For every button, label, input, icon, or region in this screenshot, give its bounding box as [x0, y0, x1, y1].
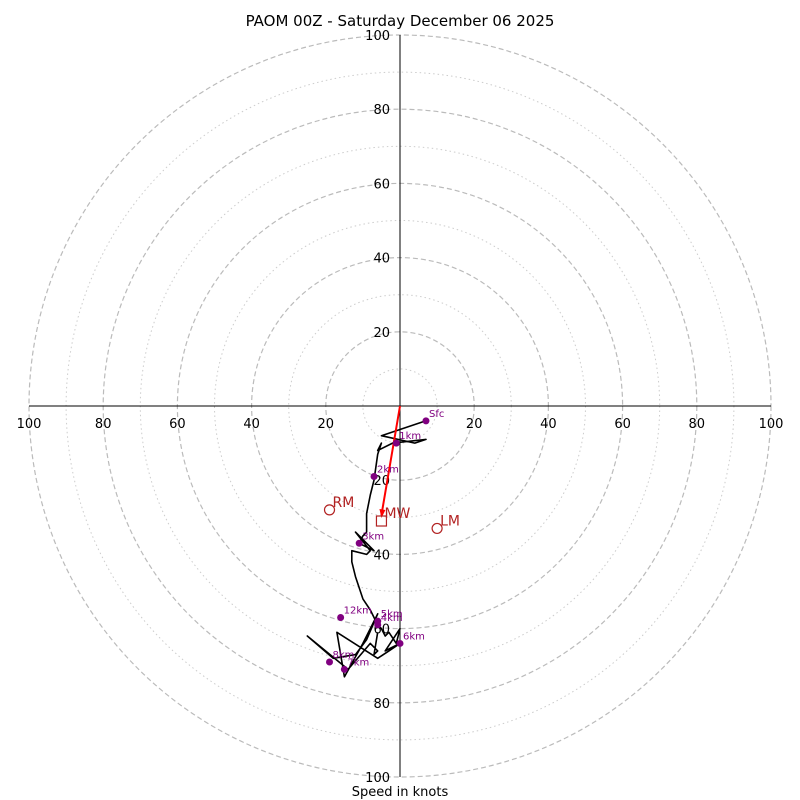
height-marker-3km: [355, 539, 363, 547]
x-axis-label: Speed in knots: [352, 785, 449, 800]
tick-up-80: 80: [373, 103, 390, 118]
lm-marker: [431, 522, 443, 535]
height-marker-sfc: [422, 417, 430, 425]
height-marker-2km: [370, 472, 378, 480]
height-label-8km: 8km: [333, 650, 355, 661]
mw-marker: [375, 515, 388, 527]
storm-motion-layer: RM LM MW: [323, 405, 460, 535]
tick-left-100: 100: [17, 417, 42, 432]
height-marker-1km: [392, 439, 400, 447]
wind-trace-line: [306, 420, 427, 678]
height-label-2km: 2km: [377, 464, 399, 475]
tick-up-40: 40: [373, 252, 390, 267]
lm-label: LM: [440, 513, 460, 529]
height-marker-12km: [337, 613, 345, 621]
height-label-4km: 4km: [381, 613, 403, 624]
height-label-sfc: Sfc: [429, 409, 444, 420]
height-label-1km: 1km: [399, 431, 421, 442]
tick-down-80: 80: [373, 697, 390, 712]
tick-left-80: 80: [95, 417, 112, 432]
mean-wind-vector: [380, 405, 401, 516]
tick-left-40: 40: [243, 417, 260, 432]
tick-down-100: 100: [365, 771, 390, 786]
height-marker-6km: [396, 639, 404, 647]
tick-right-60: 60: [614, 417, 631, 432]
tick-right-20: 20: [466, 417, 483, 432]
height-label-7km: 7km: [347, 657, 369, 668]
height-marker-7km: [340, 665, 348, 673]
height-label-6km: 6km: [403, 631, 425, 642]
chart-title: PAOM 00Z - Saturday December 06 2025: [246, 12, 555, 30]
tick-up-100: 100: [365, 29, 390, 44]
tick-left-60: 60: [169, 417, 186, 432]
height-label-12km: 12km: [344, 605, 372, 616]
rm-label: RM: [333, 495, 355, 511]
tick-right-40: 40: [540, 417, 557, 432]
height-marker-5km: [374, 617, 382, 625]
height-label-5km: 5km: [381, 609, 403, 620]
tick-up-20: 20: [373, 326, 390, 341]
tick-right-100: 100: [759, 417, 784, 432]
tick-right-80: 80: [689, 417, 706, 432]
tick-left-20: 20: [318, 417, 335, 432]
tick-down-40: 40: [373, 548, 390, 563]
wind-trace: [306, 420, 427, 678]
mw-label: MW: [384, 506, 410, 522]
height-marker-8km: [326, 658, 334, 666]
height-label-3km: 3km: [362, 531, 384, 542]
tick-up-60: 60: [373, 177, 390, 192]
rm-marker: [323, 504, 336, 516]
